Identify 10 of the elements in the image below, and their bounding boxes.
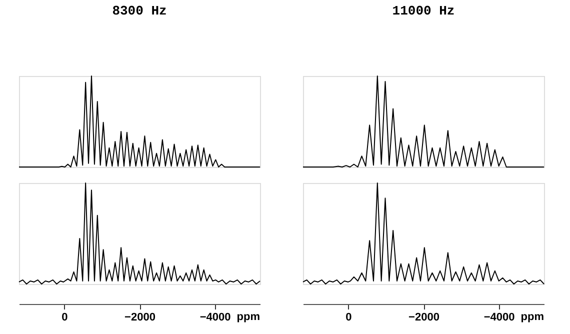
- x-tick-label: −4000: [484, 312, 515, 324]
- x-tick-label: −2000: [408, 312, 440, 324]
- chart-title: 8300 Hz: [112, 4, 167, 18]
- x-tick-label: 0: [346, 312, 352, 324]
- x-axis-title: ppm: [520, 311, 544, 323]
- chart-title: 11000 Hz: [392, 4, 455, 18]
- x-tick-label: −4000: [200, 312, 231, 324]
- x-axis-title: ppm: [236, 311, 260, 323]
- x-tick-label: 0: [62, 312, 68, 324]
- x-tick-label: −2000: [124, 312, 156, 324]
